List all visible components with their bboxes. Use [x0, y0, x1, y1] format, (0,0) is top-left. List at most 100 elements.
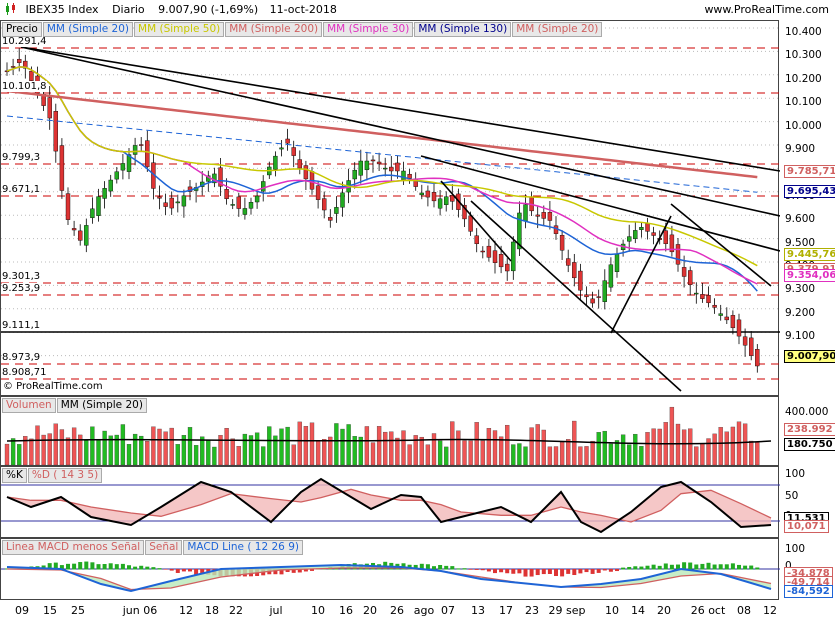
volume-bar [639, 446, 644, 466]
volume-bar [254, 432, 260, 466]
stoch-k-line [6, 477, 772, 534]
macd-histogram-bar [200, 569, 205, 575]
macd_panel-legend-item[interactable]: Señal [145, 540, 183, 555]
macd-histogram-bar [596, 569, 601, 573]
macd-histogram-bar [541, 569, 546, 575]
stoch_panel-legend-item[interactable]: %D ( 14 3 5) [27, 468, 103, 483]
price_panel-legend-item[interactable]: Precio [2, 22, 42, 37]
volume-bar [578, 446, 583, 466]
price-value-tag: 9.354,06 [784, 269, 835, 282]
volume-bar [71, 427, 77, 466]
price-chart-svg [1, 27, 780, 392]
macd-histogram-bar [517, 569, 522, 574]
candle-body [17, 59, 22, 63]
macd-histogram-bar [468, 569, 473, 570]
quote-date: 11-oct-2018 [269, 3, 337, 16]
candle-body [608, 264, 614, 288]
price_panel-legend-item[interactable]: MM (Simple 50) [134, 22, 225, 37]
volume-bar [126, 444, 132, 466]
price_panel-legend-item[interactable]: MM (Simple 130) [414, 22, 512, 37]
stoch_panel-legend-item[interactable]: %K [2, 468, 27, 483]
volume-bar [651, 428, 656, 466]
volume-bar [419, 436, 424, 466]
volume-bar [444, 446, 449, 466]
price-tick-label: 9.500 [785, 236, 816, 249]
candle-body [706, 295, 711, 304]
level-label: 10.291,4 [2, 36, 47, 47]
price_panel-legend-item[interactable]: MM (Simple 20) [42, 22, 134, 37]
x-tick-label: 29 sep [548, 604, 586, 617]
volume-tick-label: 400.000 [785, 406, 829, 418]
volume-bar [334, 423, 339, 466]
macd-histogram-bar [529, 569, 534, 577]
candle-body [334, 207, 339, 214]
macd-histogram-bar [169, 569, 174, 571]
price_panel-legend-item[interactable]: MM (Simple 200) [225, 22, 323, 37]
volume-bar [553, 446, 559, 466]
candle-body [126, 154, 132, 172]
volume-bar [559, 442, 565, 466]
volume-bar [340, 428, 345, 466]
price-value-tag: 9.445,76 [784, 248, 835, 261]
candle-body [651, 232, 656, 236]
candle-body [163, 202, 168, 207]
volume-bar [431, 433, 437, 466]
candle-body [303, 165, 309, 180]
volume-bar [712, 433, 717, 466]
price-panel: Precio MM (Simple 20) MM (Simple 50) MM (Si… [0, 20, 835, 396]
macd-histogram-bar [84, 561, 89, 570]
trend-line [610, 215, 672, 334]
volume-bar [53, 423, 58, 466]
volume-bar [35, 425, 40, 466]
price-tick-label: 9.100 [785, 330, 816, 343]
candle-body [596, 296, 601, 298]
x-tick-label: ago [413, 604, 435, 617]
volume-bar [370, 442, 376, 466]
volume-bar [346, 424, 351, 466]
volume-bar [742, 423, 748, 466]
volume-plot[interactable]: Volumen MM (Simple 20) [0, 396, 779, 466]
price_panel-legend-item[interactable]: MM (Simple 20) [512, 22, 603, 37]
volume-chart-svg [4, 406, 772, 466]
x-tick-label: 18 [205, 604, 219, 617]
macd-chart-svg [1, 561, 780, 593]
volume-bar [535, 424, 540, 466]
volume_panel-legend-item[interactable]: MM (Simple 20) [56, 398, 147, 413]
volume-bar [596, 432, 601, 466]
macd-histogram-bar [578, 569, 583, 574]
candle-body [736, 319, 742, 337]
site-link[interactable]: www.ProRealTime.com [704, 3, 829, 16]
volume-bar [248, 435, 254, 466]
volume-value-tag: 180.750 [784, 438, 835, 451]
candle-body [145, 140, 150, 168]
volume-bar [413, 435, 418, 466]
stochastic-plot[interactable]: %K %D ( 14 3 5) [0, 466, 780, 538]
candle-body [47, 97, 52, 119]
stochastic-legend: %K %D ( 14 3 5) [2, 468, 103, 483]
price_panel-legend-item[interactable]: MM (Simple 30) [323, 22, 414, 37]
volume-bar [218, 435, 223, 466]
price-plot[interactable]: Precio MM (Simple 20) MM (Simple 50) MM (Si… [0, 20, 780, 396]
macd_panel-legend-item[interactable]: Linea MACD menos Señal [2, 540, 145, 555]
x-tick-label: jun 06 [122, 604, 158, 617]
trend-line [420, 155, 780, 252]
price-value-tag: 9.785,71 [784, 165, 835, 178]
volume-bar [706, 438, 711, 466]
macd-histogram-bar [682, 562, 687, 570]
candle-body [480, 250, 485, 253]
chart-header: IBEX35 Index Diario 9.007,90 (-1,69%) 11… [0, 0, 835, 20]
macd-histogram-bar [66, 563, 70, 570]
macd_panel-legend-item[interactable]: MACD Line ( 12 26 9) [183, 540, 303, 555]
x-tick-label: 14 [631, 604, 645, 617]
macd-histogram-bar [47, 563, 52, 570]
candle-body [755, 349, 760, 367]
volume-bar [627, 444, 632, 466]
macd-histogram-bar [444, 565, 449, 570]
volume_panel-legend-item[interactable]: Volumen [2, 398, 56, 413]
stoch-d-line [6, 488, 772, 523]
macd-plot[interactable]: Linea MACD menos Señal Señal MACD Line ( 1… [0, 538, 780, 600]
volume-bar [157, 428, 162, 466]
volume-bar [724, 431, 729, 466]
volume-bar [102, 430, 107, 466]
volume-bar [529, 427, 534, 466]
